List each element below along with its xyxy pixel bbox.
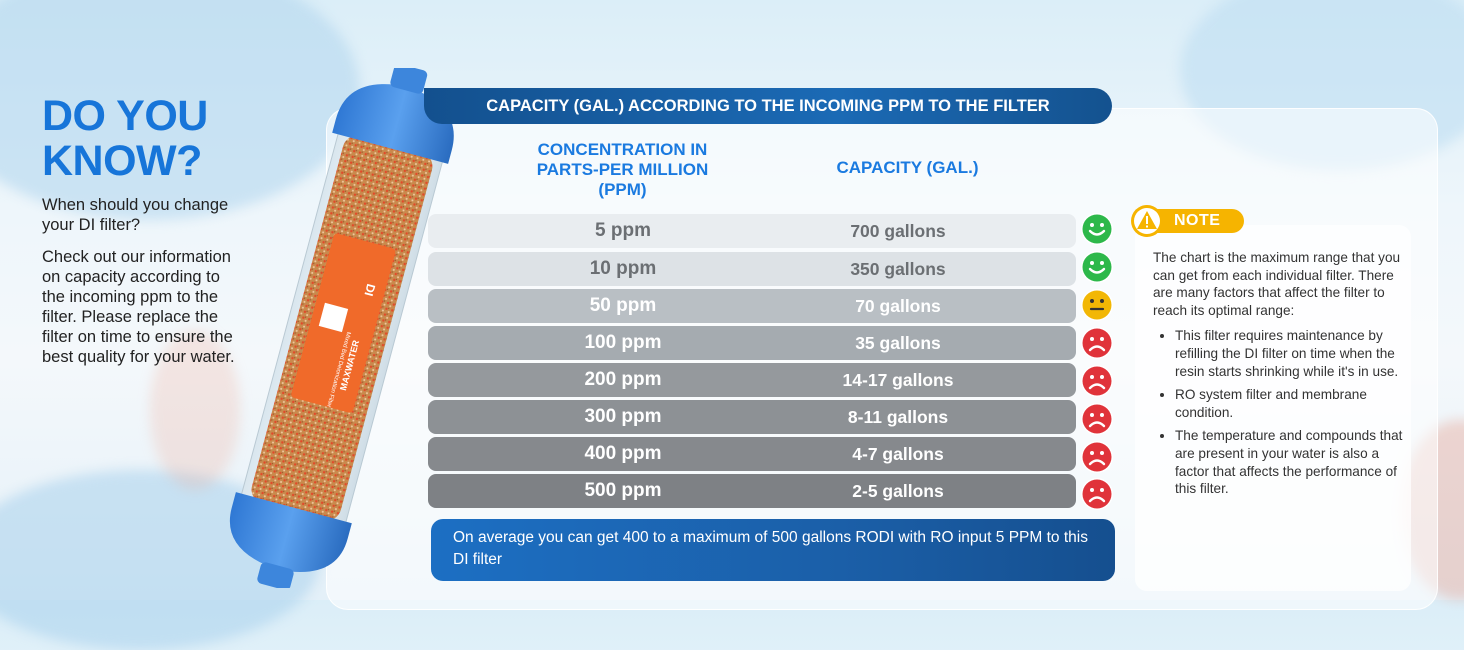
ppm-value: 10 ppm [589,258,657,279]
neutral-face-icon [1081,289,1113,321]
capacity-value: 350 gallons [850,259,946,279]
background-coral [150,330,240,490]
note-card [1135,225,1411,591]
ppm-value: 500 ppm [584,480,662,501]
type-text: DI [361,282,378,297]
happy-face-icon [1081,251,1113,283]
page-title: DO YOU KNOW? [42,92,208,185]
note-item: The temperature and compounds that are p… [1175,427,1403,497]
table-row: 500 ppm 2-5 gallons [428,474,1076,508]
table-row: 5 ppm 700 gallons [428,214,1076,248]
note-intro: The chart is the maximum range that you … [1153,250,1401,318]
table-row: 400 ppm 4-7 gallons [428,437,1076,471]
note-body: The chart is the maximum range that you … [1153,249,1403,504]
column-header-capacity: CAPACITY (GAL.) [836,158,979,177]
capacity-value: 2-5 gallons [852,481,944,501]
ppm-value: 100 ppm [584,332,662,353]
table-banner: CAPACITY (GAL.) ACCORDING TO THE INCOMIN… [424,88,1112,124]
ppm-value: 5 ppm [595,220,651,241]
ppm-value: 400 ppm [584,443,662,464]
sidebar-question: When should you change your DI filter? [42,196,229,234]
table-row: 100 ppm 35 gallons [428,326,1076,360]
sidebar-body: Check out our information on capacity ac… [42,248,235,366]
average-note: On average you can get 400 to a maximum … [431,519,1115,581]
sad-face-icon [1081,327,1113,359]
sad-face-icon [1081,365,1113,397]
note-label: NOTE [1174,212,1221,229]
note-item: RO system filter and membrane condition. [1175,386,1403,421]
note-list: This filter requires maintenance by refi… [1153,327,1403,497]
note-badge [1131,205,1244,237]
ppm-value: 50 ppm [589,295,657,316]
column-header-ppm: CONCENTRATION IN PARTS-PER MILLION (PPM) [536,140,709,199]
note-item: This filter requires maintenance by refi… [1175,327,1403,380]
sad-face-icon [1081,403,1113,435]
ppm-value: 300 ppm [584,406,662,427]
sad-face-icon [1081,478,1113,510]
table-row: 50 ppm 70 gallons [428,289,1076,323]
di-filter-image: MAXWATER DI Mixed Bed Deionization Filte… [229,68,454,588]
happy-face-icon [1081,213,1113,245]
capacity-value: 4-7 gallons [852,444,944,464]
capacity-value: 8-11 gallons [847,407,949,427]
table-row: 10 ppm 350 gallons [428,252,1076,286]
capacity-value: 14-17 gallons [842,370,954,390]
capacity-value: 35 gallons [855,333,941,353]
capacity-value: 70 gallons [855,296,941,316]
ppm-value: 200 ppm [584,369,662,390]
sad-face-icon [1081,441,1113,473]
table-row: 200 ppm 14-17 gallons [428,363,1076,397]
capacity-value: 700 gallons [850,221,946,241]
table-row: 300 ppm 8-11 gallons [428,400,1076,434]
